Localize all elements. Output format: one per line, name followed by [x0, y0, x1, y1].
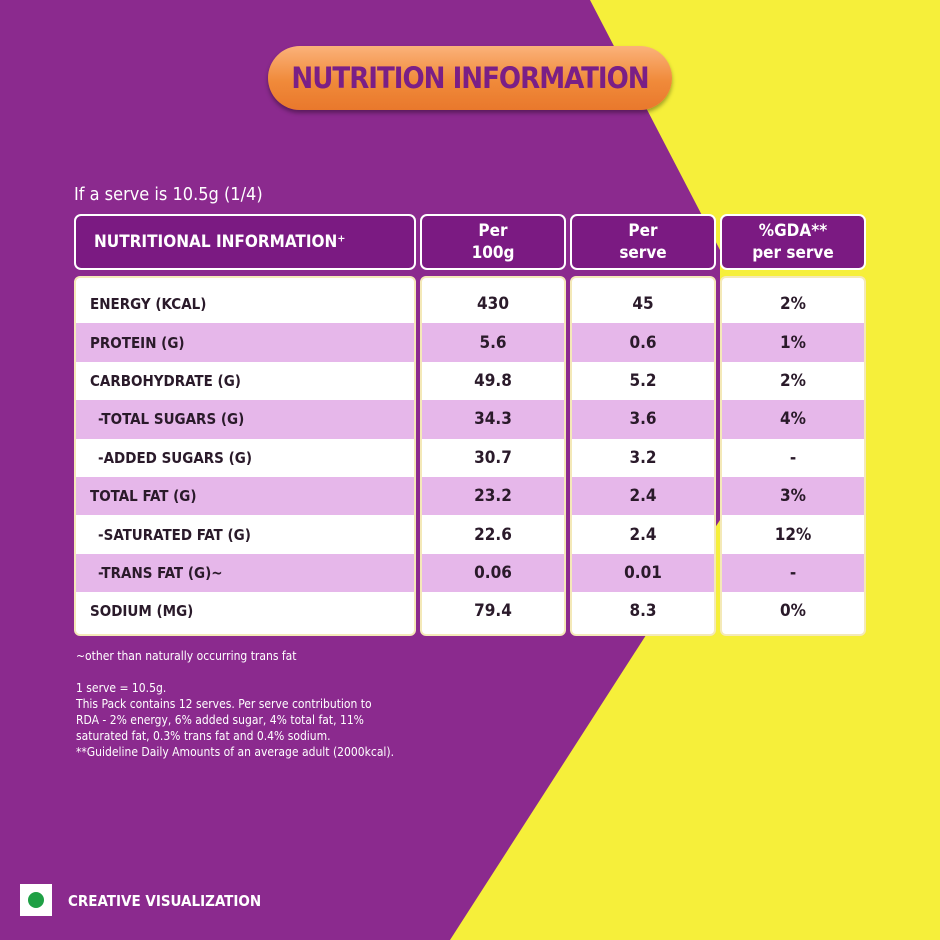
note-line: 1 serve = 10.5g. — [76, 681, 167, 695]
veg-mark-icon — [20, 884, 52, 916]
header-per-serve: Per serve — [570, 214, 716, 270]
label-column: ENERGY (KCAL) PROTEIN (G) CARBOHYDRATE (G)… — [74, 276, 416, 636]
cell-gda: 0% — [780, 601, 806, 622]
header-per-100g: Per 100g — [420, 214, 566, 270]
per-100g-column: 430 5.6 49.8 34.3 30.7 23.2 22.6 0.06 79.4 — [420, 276, 566, 636]
cell-label: CARBOHYDRATE (G) — [90, 371, 241, 390]
cell-serve: 5.2 — [629, 370, 657, 391]
cell-gda: 2% — [780, 294, 806, 315]
note-line: RDA - 2% energy, 6% added sugar, 4% tota… — [76, 713, 364, 727]
cell-gda: 3% — [722, 476, 864, 516]
cell-serve: 8.3 — [629, 601, 657, 622]
cell-per100: 22.6 — [474, 524, 512, 545]
cell-per100: 34.3 — [422, 400, 564, 439]
page-title: NUTRITION INFORMATION — [268, 46, 672, 110]
cell-label: ENERGY (KCAL) — [90, 295, 207, 314]
cell-per100: 0.06 — [422, 553, 564, 593]
gda-column: 2% 1% 2% 4% - 3% 12% - 0% — [720, 276, 866, 636]
cell-serve: 45 — [632, 294, 654, 315]
per-serve-column: 45 0.6 5.2 3.6 3.2 2.4 2.4 0.01 8.3 — [570, 276, 716, 636]
note-line: **Guideline Daily Amounts of an average … — [76, 745, 395, 759]
cell-serve: 3.2 — [629, 447, 657, 468]
note-line: This Pack contains 12 serves. Per serve … — [76, 697, 372, 711]
cell-per100: 23.2 — [422, 476, 564, 516]
cell-serve: 0.01 — [572, 553, 714, 593]
cell-label: -TRANS FAT (G)~ — [76, 553, 414, 593]
cell-label: TOTAL FAT (G) — [76, 476, 414, 516]
cell-serve: 3.6 — [572, 400, 714, 439]
note-line: saturated fat, 0.3% trans fat and 0.4% s… — [76, 729, 331, 743]
cell-label: PROTEIN (G) — [76, 323, 414, 362]
cell-per100: 5.6 — [422, 323, 564, 362]
cell-label: -ADDED SUGARS (G) — [98, 448, 252, 467]
cell-per100: 49.8 — [474, 370, 512, 391]
cell-label: -TOTAL SUGARS (G) — [76, 400, 414, 439]
cell-serve: 2.4 — [572, 476, 714, 516]
creative-visualization-label: CREATIVE VISUALIZATION — [68, 892, 262, 910]
cell-gda: 2% — [780, 370, 806, 391]
serve-note: If a serve is 10.5g (1/4) — [74, 184, 263, 205]
header-gda: %GDA** per serve — [720, 214, 866, 270]
header-label: Per serve — [619, 221, 667, 263]
cell-label: -SATURATED FAT (G) — [98, 525, 251, 544]
cell-gda: - — [722, 553, 864, 593]
cell-gda: 4% — [722, 400, 864, 439]
cell-gda: 1% — [722, 323, 864, 362]
cell-gda: 12% — [774, 524, 812, 545]
trans-fat-note: ~other than naturally occurring trans fa… — [76, 649, 297, 663]
cell-per100: 430 — [477, 294, 509, 315]
header-label: Per 100g — [471, 221, 515, 263]
cell-serve: 2.4 — [629, 524, 657, 545]
cell-gda: - — [789, 447, 797, 468]
footnotes: ~other than naturally occurring trans fa… — [76, 648, 394, 760]
cell-per100: 79.4 — [474, 601, 512, 622]
cell-serve: 0.6 — [572, 323, 714, 362]
header-label: %GDA** per serve — [752, 221, 834, 263]
cell-per100: 30.7 — [474, 447, 512, 468]
cell-label: SODIUM (MG) — [90, 602, 194, 621]
header-nutritional-information: NUTRITIONAL INFORMATION⁺ — [74, 214, 416, 270]
